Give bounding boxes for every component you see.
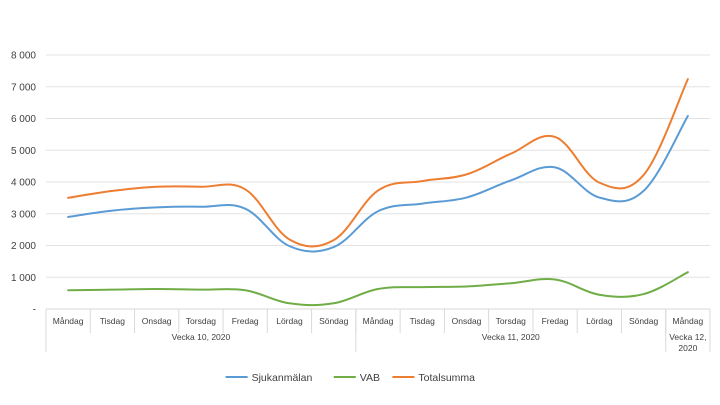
series-lines: [67, 78, 689, 307]
x-tick-label: Måndag: [673, 316, 704, 326]
series-line-totalsumma: [67, 78, 689, 248]
x-tick-label: Lördag: [586, 316, 613, 326]
legend-label: Totalsumma: [418, 372, 475, 384]
y-tick-label: 5 000: [11, 146, 36, 157]
legend-label: VAB: [360, 372, 380, 384]
x-tick-label: Tisdag: [410, 316, 435, 326]
x-tick-label: Söndag: [629, 316, 659, 326]
group-label: Vecka 11, 2020: [482, 332, 540, 342]
x-tick-label: Måndag: [53, 316, 84, 326]
group-label: Vecka 12, 2020: [669, 332, 706, 353]
x-tick-label: Onsdag: [142, 316, 172, 326]
y-tick-label: 1 000: [11, 273, 36, 284]
y-tick-label: 6 000: [11, 114, 36, 125]
y-tick-label: 2 000: [11, 241, 36, 252]
x-tick-label: Lördag: [276, 316, 303, 326]
legend: Sjukanmälan VAB Totalsumma: [225, 372, 475, 384]
y-tick-label: 8 000: [11, 51, 36, 62]
x-tick-label: Måndag: [363, 316, 394, 326]
y-axis-ticks: - 1 000 2 000 3 000 4 000 5 000 6 000 7 000 8 00…: [11, 51, 36, 316]
y-tick-label: 3 000: [11, 209, 36, 220]
x-tick-label: Torsdag: [496, 316, 527, 326]
legend-label: Sjukanmälan: [252, 372, 313, 384]
x-tick-label: Torsdag: [186, 316, 217, 326]
group-label: Vecka 10, 2020: [172, 332, 231, 342]
x-axis: Måndag Tisdag Onsdag Torsdag Fredag Lördag Sön…: [45, 309, 711, 353]
x-tick-label: Tisdag: [100, 316, 125, 326]
x-tick-label: Onsdag: [452, 316, 482, 326]
gridlines: [46, 54, 710, 310]
y-tick-label: 4 000: [11, 178, 36, 189]
x-tick-label: Söndag: [319, 316, 349, 326]
series-line-sjukanmälan: [67, 114, 689, 253]
x-tick-label: Fredag: [232, 316, 259, 326]
x-tick-label: Fredag: [542, 316, 569, 326]
y-tick-label: -: [33, 305, 36, 316]
y-tick-label: 7 000: [11, 82, 36, 93]
